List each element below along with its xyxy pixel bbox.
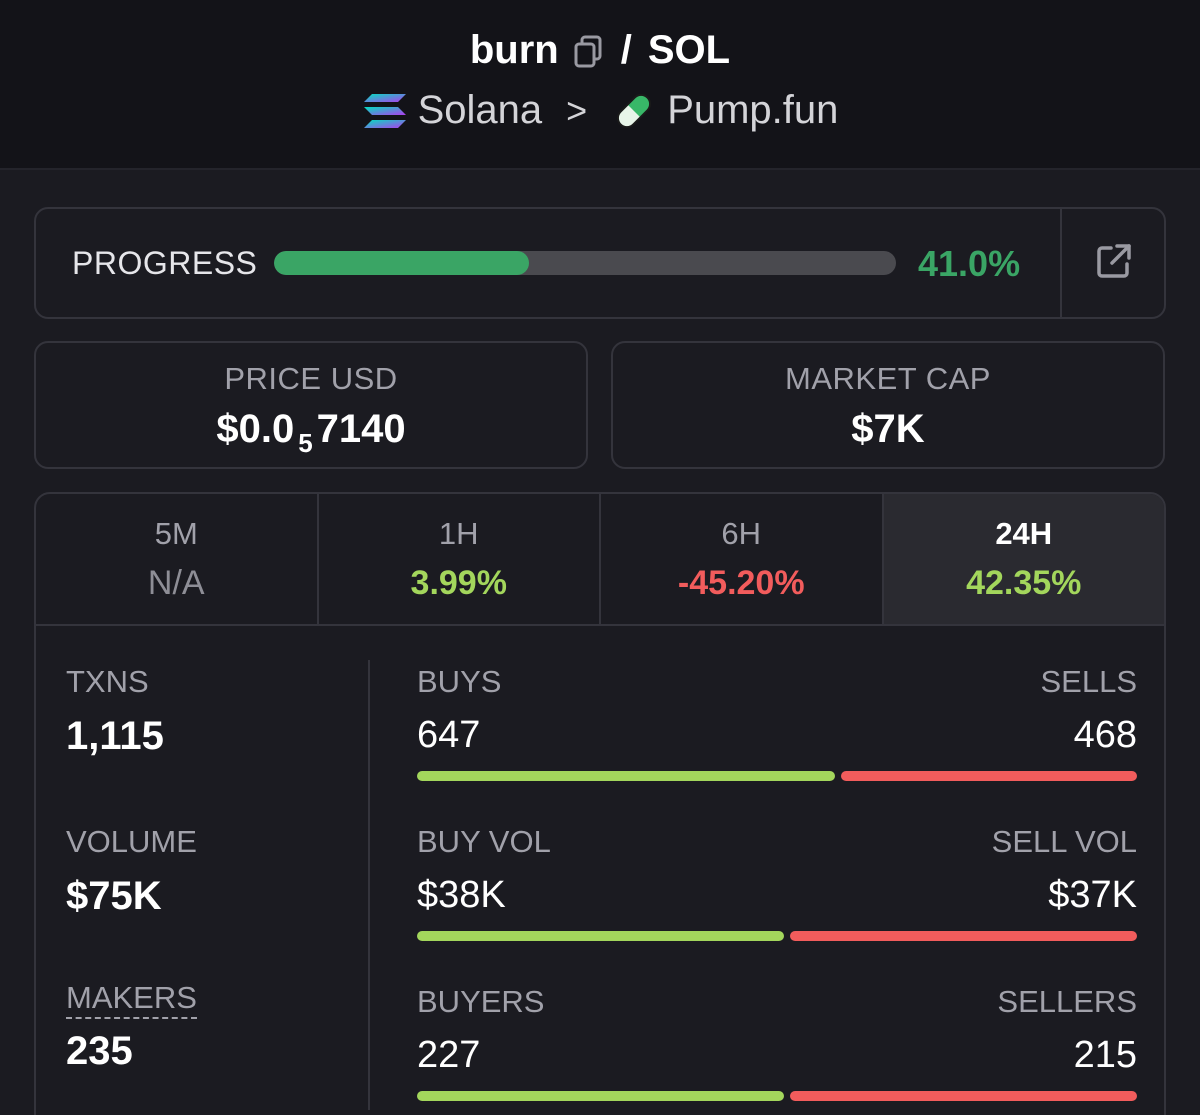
stats-panel: 5M N/A 1H 3.99% 6H -45.20% 24H 42.35% TX… [34,492,1166,1115]
buy-sell-volume-row: BUY VOL SELL VOL $38K $37K [417,824,1137,941]
divider [368,660,370,1110]
price-usd-card: PRICE USD $0.0 5 7140 [34,341,588,469]
progress-bar-fill [274,251,530,275]
tab-change: -45.20% [677,564,805,602]
chevron-right-icon: > [566,89,588,131]
makers-metric: MAKERS 235 [66,980,197,1074]
progress-label: PROGRESS [72,245,258,281]
buyers-ratio-bar [417,1091,1137,1101]
dex-link[interactable]: Pump.fun [667,88,839,132]
volume-ratio-bar [417,931,1137,941]
external-link-icon [1096,243,1132,284]
progress-bar [274,251,896,275]
chain-link[interactable]: Solana [417,88,543,132]
solana-logo-icon [362,91,408,131]
tab-change: 42.35% [966,564,1082,602]
market-cap-value: $7K [851,407,925,451]
tab-1h[interactable]: 1H 3.99% [319,494,601,624]
txns-label: TXNS [66,664,149,699]
copy-icon[interactable] [573,34,603,68]
makers-value: 235 [66,1029,133,1074]
pair-header: burn / SOL Solana > [0,0,1200,170]
price-prefix: $0.0 [216,407,295,451]
buys-label: BUYS [417,664,502,699]
open-external-button[interactable] [1062,209,1166,317]
buys-sells-row: BUYS SELLS 647 468 [417,664,1137,781]
buy-sell-ratio-bar [417,771,1137,781]
volume-metric: VOLUME $75K [66,824,197,919]
sell-bar [841,771,1137,781]
divider [1060,209,1062,317]
price-digits: 7140 [316,407,406,451]
price-usd-value: $0.0 5 7140 [36,407,586,458]
tab-label: 24H [995,516,1053,551]
tab-change: N/A [147,564,205,602]
progress-value: 41.0% [918,243,1021,284]
sell-volume-label: SELL VOL [991,824,1137,859]
txns-metric: TXNS 1,115 [66,664,164,759]
buy-volume-value: $38K [417,874,506,916]
tab-6h[interactable]: 6H -45.20% [601,494,884,624]
sells-label: SELLS [1040,664,1137,699]
tab-5m[interactable]: 5M N/A [36,494,319,624]
tab-24h[interactable]: 24H 42.35% [883,494,1164,624]
quote-symbol: SOL [647,28,731,72]
price-usd-label: PRICE USD [224,361,398,396]
tab-label: 5M [154,516,198,551]
tab-change: 3.99% [410,564,507,602]
sellers-label: SELLERS [997,984,1137,1019]
price-zero-count: 5 [298,428,313,458]
pill-icon [611,91,657,131]
sell-bar [790,931,1137,941]
volume-label: VOLUME [66,824,197,859]
buy-volume-label: BUY VOL [417,824,551,859]
makers-label[interactable]: MAKERS [66,980,197,1020]
buy-bar [417,931,784,941]
buys-value: 647 [417,714,481,756]
market-cap-card: MARKET CAP $7K [611,341,1165,469]
token-symbol: burn [469,28,559,72]
buy-bar [417,1091,784,1101]
timeframe-tabs: 5M N/A 1H 3.99% 6H -45.20% 24H 42.35% [36,494,1164,626]
pair-title: burn / SOL [0,28,1200,73]
buy-bar [417,771,835,781]
tab-label: 6H [721,516,762,551]
buyers-sellers-row: BUYERS SELLERS 227 215 [417,984,1137,1101]
sell-bar [790,1091,1137,1101]
buyers-value: 227 [417,1034,481,1076]
buyers-label: BUYERS [417,984,545,1019]
sell-volume-value: $37K [1048,874,1137,916]
pair-separator: / [620,28,632,72]
tab-label: 1H [438,516,479,551]
sells-value: 468 [1073,714,1137,756]
txns-value: 1,115 [66,714,164,758]
sellers-value: 215 [1073,1034,1137,1076]
market-cap-label: MARKET CAP [785,361,991,396]
volume-value: $75K [66,874,162,918]
bonding-progress-card: PROGRESS 41.0% [34,207,1166,319]
breadcrumb: Solana > Pump.fun [0,88,1200,133]
